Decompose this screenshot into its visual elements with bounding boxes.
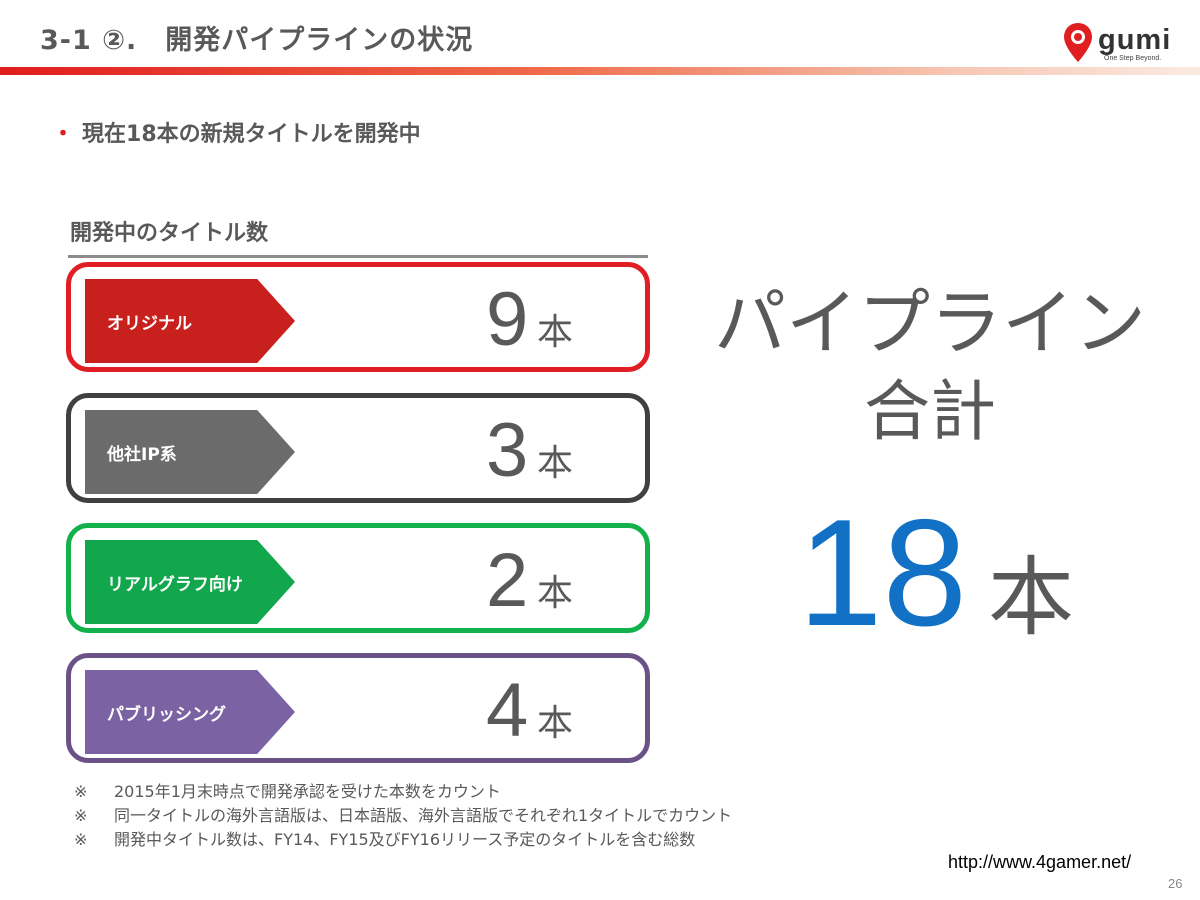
footnote: ※ 2015年1月末時点で開発承認を受けた本数をカウント: [74, 780, 732, 804]
footnote-mark: ※: [74, 782, 88, 801]
slide-title: 3-1 ②. 開発パイプラインの状況: [40, 25, 474, 56]
source-url: http://www.4gamer.net/: [948, 852, 1132, 872]
footnote-mark: ※: [74, 806, 88, 825]
category-tag: リアルグラフ向け: [85, 540, 295, 624]
logo-tagline: One Step Beyond.: [1104, 55, 1162, 62]
footnote-text: 開発中タイトル数は、FY14、FY15及びFY16リリース予定のタイトルを含む総…: [114, 830, 696, 849]
category-count: 3: [486, 408, 529, 493]
category-unit: 本: [537, 312, 574, 353]
footnote-text: 2015年1月末時点で開発承認を受けた本数をカウント: [114, 782, 501, 801]
footnotes: ※ 2015年1月末時点で開発承認を受けた本数をカウント ※ 同一タイトルの海外言語…: [74, 780, 732, 852]
page-number: 26: [1168, 876, 1183, 891]
total-label-line2: 合計: [864, 373, 996, 450]
category-count: 4: [486, 668, 529, 753]
category-tag: オリジナル: [85, 279, 295, 363]
title-rule: [0, 67, 1200, 75]
total-count: 18: [798, 488, 968, 658]
summary-bullet: ・現在18本の新規タイトルを開発中: [52, 116, 421, 148]
section-rule: [68, 255, 648, 258]
footnote: ※ 開発中タイトル数は、FY14、FY15及びFY16リリース予定のタイトルを含む…: [74, 828, 732, 852]
footnote-text: 同一タイトルの海外言語版は、日本語版、海外言語版でそれぞれ1タイトルでカウント: [114, 806, 733, 825]
category-row-original: オリジナル 9 本: [66, 262, 650, 372]
total-label-line1: パイプライン: [713, 281, 1146, 365]
category-tag: パブリッシング: [85, 670, 295, 754]
bullet-text: 現在18本の新規タイトルを開発中: [82, 122, 421, 147]
footnote: ※ 同一タイトルの海外言語版は、日本語版、海外言語版でそれぞれ1タイトルでカウント: [74, 804, 732, 828]
category-unit: 本: [537, 443, 574, 484]
category-row-licensed-ip: 他社IP系 3 本: [66, 393, 650, 503]
category-row-publishing: パブリッシング 4 本: [66, 653, 650, 763]
category-count: 9: [486, 277, 529, 362]
category-row-real-graph: リアルグラフ向け 2 本: [66, 523, 650, 633]
logo-wordmark: gumi: [1098, 24, 1172, 56]
gumi-logo: gumi One Step Beyond.: [1062, 22, 1172, 66]
category-count: 2: [486, 538, 529, 623]
category-tag: 他社IP系: [85, 410, 295, 494]
bullet-marker: ・: [52, 122, 75, 147]
category-unit: 本: [537, 703, 574, 744]
category-unit: 本: [537, 573, 574, 614]
total-unit: 本: [988, 548, 1074, 648]
section-heading: 開発中のタイトル数: [70, 221, 269, 246]
footnote-mark: ※: [74, 830, 88, 849]
location-pin-icon: [1064, 23, 1092, 62]
